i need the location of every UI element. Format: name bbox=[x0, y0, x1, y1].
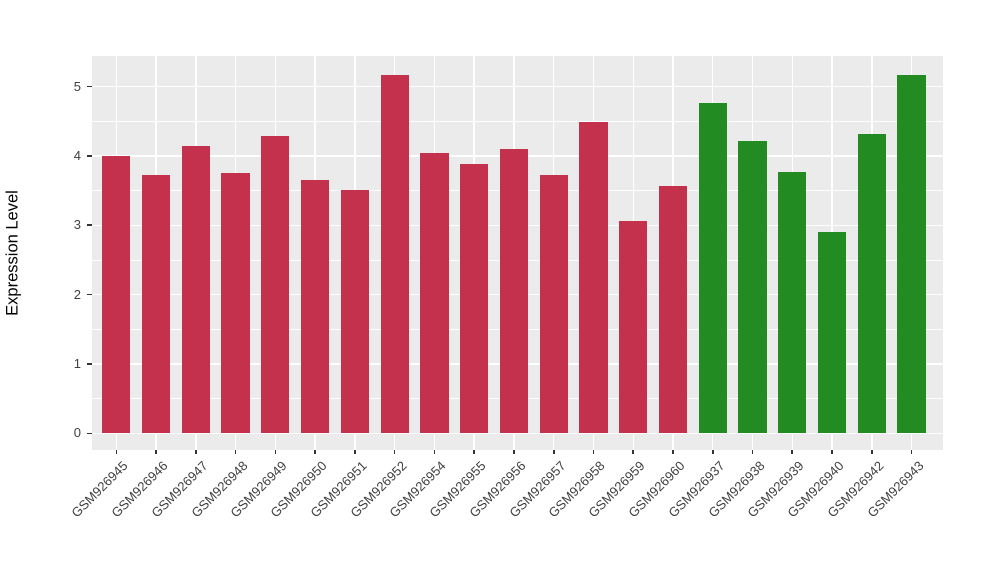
bar-GSM926938 bbox=[738, 141, 767, 434]
bar-GSM926952 bbox=[380, 74, 409, 434]
y-axis-tick bbox=[87, 224, 92, 227]
bar-GSM926942 bbox=[857, 134, 886, 434]
x-axis-tick bbox=[513, 450, 515, 454]
y-tick-label: 3 bbox=[73, 217, 81, 233]
bar-GSM926937 bbox=[698, 103, 727, 434]
x-axis-tick bbox=[632, 450, 635, 454]
y-tick-label: 4 bbox=[73, 147, 81, 163]
bar-GSM926939 bbox=[778, 171, 807, 434]
x-axis-tick bbox=[195, 450, 197, 454]
bar-GSM926948 bbox=[221, 172, 250, 434]
x-axis-tick bbox=[592, 450, 595, 454]
y-axis-tick bbox=[87, 432, 92, 435]
y-tick-label: 1 bbox=[73, 355, 81, 371]
x-axis-tick bbox=[155, 450, 157, 454]
x-axis-tick bbox=[910, 450, 913, 454]
bar-GSM926949 bbox=[261, 135, 290, 434]
x-axis-tick bbox=[314, 450, 316, 454]
bar-GSM926951 bbox=[340, 189, 370, 434]
x-axis-tick bbox=[831, 450, 833, 454]
bar-GSM926943 bbox=[897, 74, 926, 434]
y-axis-tick bbox=[87, 155, 92, 157]
x-axis-tick bbox=[751, 450, 754, 454]
bar-GSM926954 bbox=[420, 153, 449, 434]
x-axis-tick bbox=[552, 450, 555, 454]
x-axis-tick bbox=[433, 450, 436, 454]
x-axis-tick bbox=[672, 450, 674, 454]
y-axis-tick bbox=[87, 85, 92, 88]
gridline-major bbox=[92, 85, 943, 88]
bar-GSM926957 bbox=[539, 175, 568, 434]
bar-GSM926947 bbox=[181, 146, 210, 434]
x-axis-tick bbox=[274, 450, 277, 454]
y-axis-tick bbox=[87, 363, 92, 365]
gridline-major bbox=[92, 432, 943, 434]
x-axis-tick bbox=[791, 450, 794, 454]
bar-GSM926950 bbox=[300, 179, 330, 434]
y-tick-label: 5 bbox=[73, 78, 81, 94]
x-axis-tick bbox=[473, 450, 475, 454]
bar-GSM926946 bbox=[141, 174, 171, 434]
x-axis-tick bbox=[234, 450, 237, 454]
x-axis-tick bbox=[711, 450, 714, 454]
y-axis-tick bbox=[87, 293, 92, 296]
chart-panel bbox=[92, 56, 943, 450]
x-axis-tick bbox=[354, 450, 356, 454]
y-axis-title-text: Expression Level bbox=[3, 190, 22, 316]
bar-GSM926945 bbox=[102, 155, 131, 434]
bar-GSM926955 bbox=[460, 164, 489, 434]
y-tick-label: 0 bbox=[73, 425, 81, 441]
bar-GSM926960 bbox=[658, 186, 688, 434]
bar-GSM926959 bbox=[619, 221, 648, 434]
bar-GSM926956 bbox=[499, 149, 529, 434]
bar-GSM926958 bbox=[579, 121, 608, 434]
x-axis-tick bbox=[115, 450, 118, 454]
bar-GSM926940 bbox=[817, 232, 847, 434]
x-axis-tick bbox=[393, 450, 396, 454]
y-tick-label: 2 bbox=[73, 286, 81, 302]
gridline-minor bbox=[92, 120, 943, 122]
x-axis-tick bbox=[871, 450, 873, 454]
